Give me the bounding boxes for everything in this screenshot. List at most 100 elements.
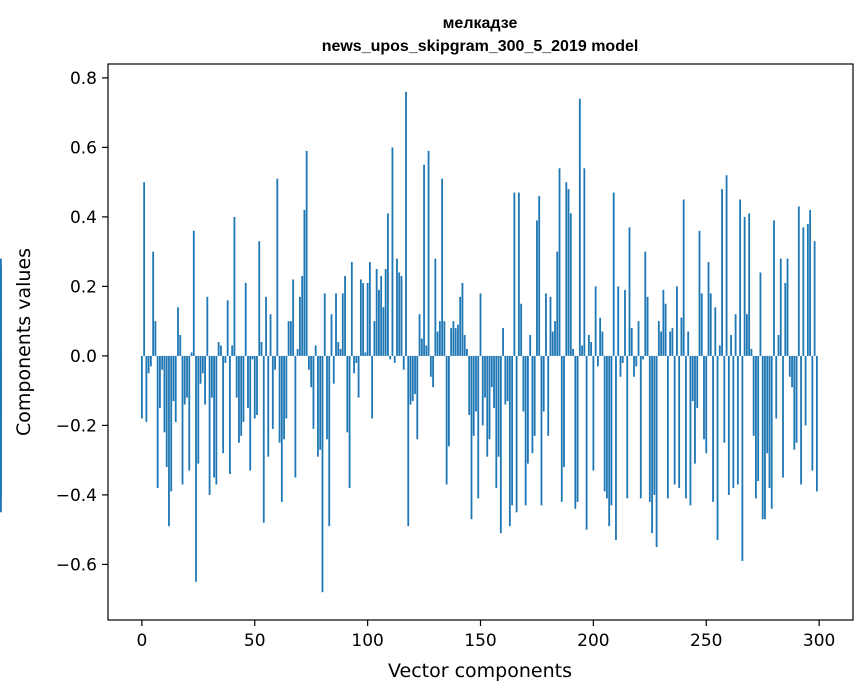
bar-98 (362, 282, 365, 356)
bar-255 (716, 355, 719, 541)
bar-13 (170, 355, 173, 492)
chart-subtitle: news_upos_skipgram_300_5_2019 model (322, 38, 639, 55)
bar-238 (678, 355, 681, 488)
bar-289 (793, 355, 796, 450)
bar-241 (685, 355, 687, 499)
bar-110 (389, 355, 392, 360)
bar-286 (786, 258, 789, 356)
bar-16 (177, 307, 179, 356)
bar-68 (294, 355, 297, 478)
bar-15 (174, 355, 177, 422)
bar-97 (359, 279, 362, 356)
bar-95 (355, 355, 358, 363)
bar-191 (572, 348, 574, 356)
bar-172 (529, 335, 532, 356)
chart-title: мелкадзе (443, 15, 518, 32)
bar-219 (635, 355, 638, 367)
bar-100 (366, 282, 369, 356)
bar-36 (222, 355, 225, 454)
bar-145 (468, 355, 471, 415)
bar-204 (601, 331, 604, 356)
bar-275 (761, 355, 764, 520)
bar-60 (276, 178, 279, 356)
bar-128 (429, 355, 432, 377)
bar-39 (229, 355, 231, 475)
bar-118 (407, 355, 410, 527)
bar-240 (682, 199, 685, 356)
bar-176 (538, 196, 541, 356)
bar-17 (179, 335, 182, 356)
bar-75 (310, 355, 313, 388)
bar-117 (405, 91, 407, 356)
bar-168 (520, 303, 523, 356)
x-tick-label: 0 (136, 631, 147, 651)
bar-209 (612, 192, 615, 356)
bar-236 (673, 355, 676, 485)
bar-106 (380, 275, 383, 356)
bar-114 (398, 272, 401, 356)
bar-59 (274, 355, 276, 370)
bar-85 (332, 355, 335, 384)
bar-99 (364, 352, 367, 356)
bar-34 (217, 342, 220, 356)
bar-119 (409, 355, 412, 405)
bar-179 (545, 293, 547, 356)
bar-113 (396, 258, 398, 356)
y-axis-label: Components values (13, 248, 35, 436)
bar-163 (508, 355, 511, 527)
bar-193 (576, 355, 579, 502)
y-tick-label: −0.6 (56, 555, 97, 575)
bar-264 (736, 355, 739, 485)
bar-259 (725, 175, 728, 356)
bar-183 (554, 321, 556, 356)
bar-246 (696, 355, 699, 409)
bar-268 (745, 314, 748, 356)
x-axis-label: Vector components (388, 660, 572, 682)
bar-40 (231, 345, 234, 356)
x-tick-label: 300 (803, 631, 835, 651)
bar-155 (490, 355, 493, 388)
bar-62 (280, 355, 283, 502)
bar-150 (479, 293, 482, 356)
bar-46 (244, 282, 247, 356)
bar-115 (400, 275, 403, 356)
bar-89 (341, 293, 344, 356)
bar-92 (348, 355, 351, 488)
bar-202 (596, 355, 599, 367)
bar-152 (484, 355, 486, 398)
bar-149 (477, 355, 480, 499)
bar-series (0, 91, 818, 593)
bar-159 (499, 355, 502, 534)
x-axis-ticks: 0 50 100 150 200 250 300 (136, 620, 835, 651)
bar-24 (195, 355, 197, 582)
bar-76 (312, 355, 315, 429)
bar-64 (285, 355, 288, 419)
bar-221 (639, 355, 642, 499)
bar-65 (287, 321, 290, 356)
bar-23 (192, 230, 195, 356)
bar-102 (371, 355, 374, 419)
bar-130 (434, 258, 437, 356)
bar-194 (578, 98, 581, 356)
y-tick-label: −0.2 (56, 416, 97, 436)
bar-170 (524, 355, 527, 506)
bar-87 (337, 342, 340, 356)
bar-165 (513, 192, 516, 356)
bar-157 (495, 355, 498, 488)
bar-133 (441, 178, 444, 356)
bar-293 (802, 227, 805, 356)
bar-38 (226, 300, 229, 356)
bar-18 (181, 355, 184, 485)
bar-undefined (0, 265, 2, 356)
bar-69 (296, 348, 299, 356)
x-tick-label: 100 (351, 631, 383, 651)
bar-153 (486, 355, 489, 457)
bar-282 (777, 335, 780, 356)
bar-55 (265, 296, 267, 356)
bar-160 (502, 328, 504, 356)
bar-182 (551, 331, 554, 356)
bar-5 (152, 251, 155, 356)
bar-281 (775, 355, 778, 419)
bar-231 (662, 289, 665, 356)
bar-233 (666, 355, 669, 499)
